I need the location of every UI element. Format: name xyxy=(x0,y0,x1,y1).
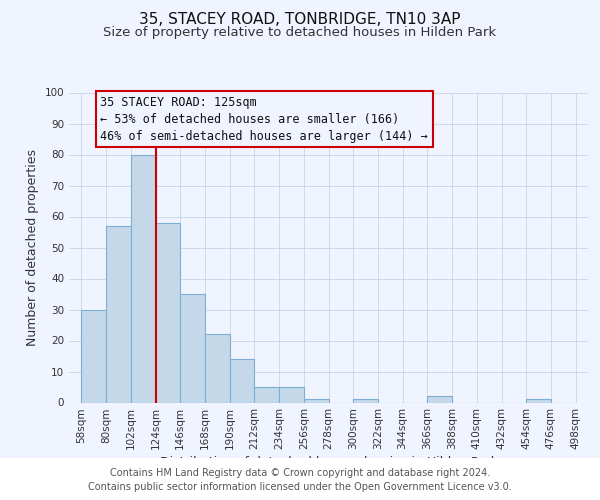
Bar xyxy=(230,359,254,403)
Text: Contains public sector information licensed under the Open Government Licence v3: Contains public sector information licen… xyxy=(88,482,512,492)
Bar xyxy=(427,396,452,402)
Bar xyxy=(353,400,378,402)
X-axis label: Distribution of detached houses by size in Hilden Park: Distribution of detached houses by size … xyxy=(160,456,497,469)
Bar xyxy=(82,310,106,402)
Text: 35 STACEY ROAD: 125sqm
← 53% of detached houses are smaller (166)
46% of semi-de: 35 STACEY ROAD: 125sqm ← 53% of detached… xyxy=(100,96,428,142)
Text: Size of property relative to detached houses in Hilden Park: Size of property relative to detached ho… xyxy=(103,26,497,39)
Bar xyxy=(526,400,551,402)
Bar xyxy=(279,387,304,402)
Bar xyxy=(180,294,205,403)
Text: 35, STACEY ROAD, TONBRIDGE, TN10 3AP: 35, STACEY ROAD, TONBRIDGE, TN10 3AP xyxy=(139,12,461,28)
Bar xyxy=(106,226,131,402)
Bar xyxy=(254,387,279,402)
Bar xyxy=(205,334,230,402)
Bar xyxy=(155,222,180,402)
Bar xyxy=(304,400,329,402)
Y-axis label: Number of detached properties: Number of detached properties xyxy=(26,149,39,346)
Bar xyxy=(131,154,155,402)
Text: Contains HM Land Registry data © Crown copyright and database right 2024.: Contains HM Land Registry data © Crown c… xyxy=(110,468,490,477)
